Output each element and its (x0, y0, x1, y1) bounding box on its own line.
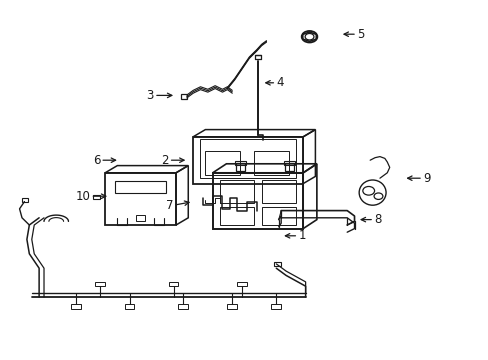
Text: 8: 8 (373, 213, 381, 226)
Bar (115, 181, 166, 193)
Bar (181, 94, 186, 99)
Text: 7: 7 (166, 199, 173, 212)
Bar (220, 180, 254, 203)
Bar (271, 304, 281, 309)
Bar (193, 137, 303, 184)
Bar (261, 207, 295, 225)
Bar (168, 282, 178, 286)
Bar (105, 173, 176, 225)
Bar (254, 151, 288, 175)
Text: 4: 4 (276, 76, 283, 89)
Text: 3: 3 (146, 89, 154, 102)
Bar (95, 282, 105, 286)
Bar (71, 304, 81, 309)
Bar (205, 151, 239, 175)
Text: 2: 2 (161, 154, 168, 167)
Bar (220, 207, 254, 225)
Text: 6: 6 (93, 154, 100, 167)
Bar (237, 282, 246, 286)
Bar (200, 139, 295, 178)
Bar (273, 262, 281, 266)
Text: 9: 9 (422, 172, 429, 185)
Bar (135, 215, 145, 221)
Bar (212, 173, 303, 229)
Bar (124, 304, 134, 309)
Bar (235, 161, 245, 165)
Bar (284, 161, 294, 165)
Bar (178, 304, 188, 309)
Bar (236, 163, 244, 171)
Text: 5: 5 (356, 28, 364, 41)
Bar (285, 163, 293, 171)
Bar (261, 180, 295, 203)
Bar (227, 304, 237, 309)
Bar (22, 198, 28, 202)
Text: 10: 10 (76, 190, 90, 203)
Bar (93, 195, 100, 199)
Text: 1: 1 (298, 229, 305, 242)
